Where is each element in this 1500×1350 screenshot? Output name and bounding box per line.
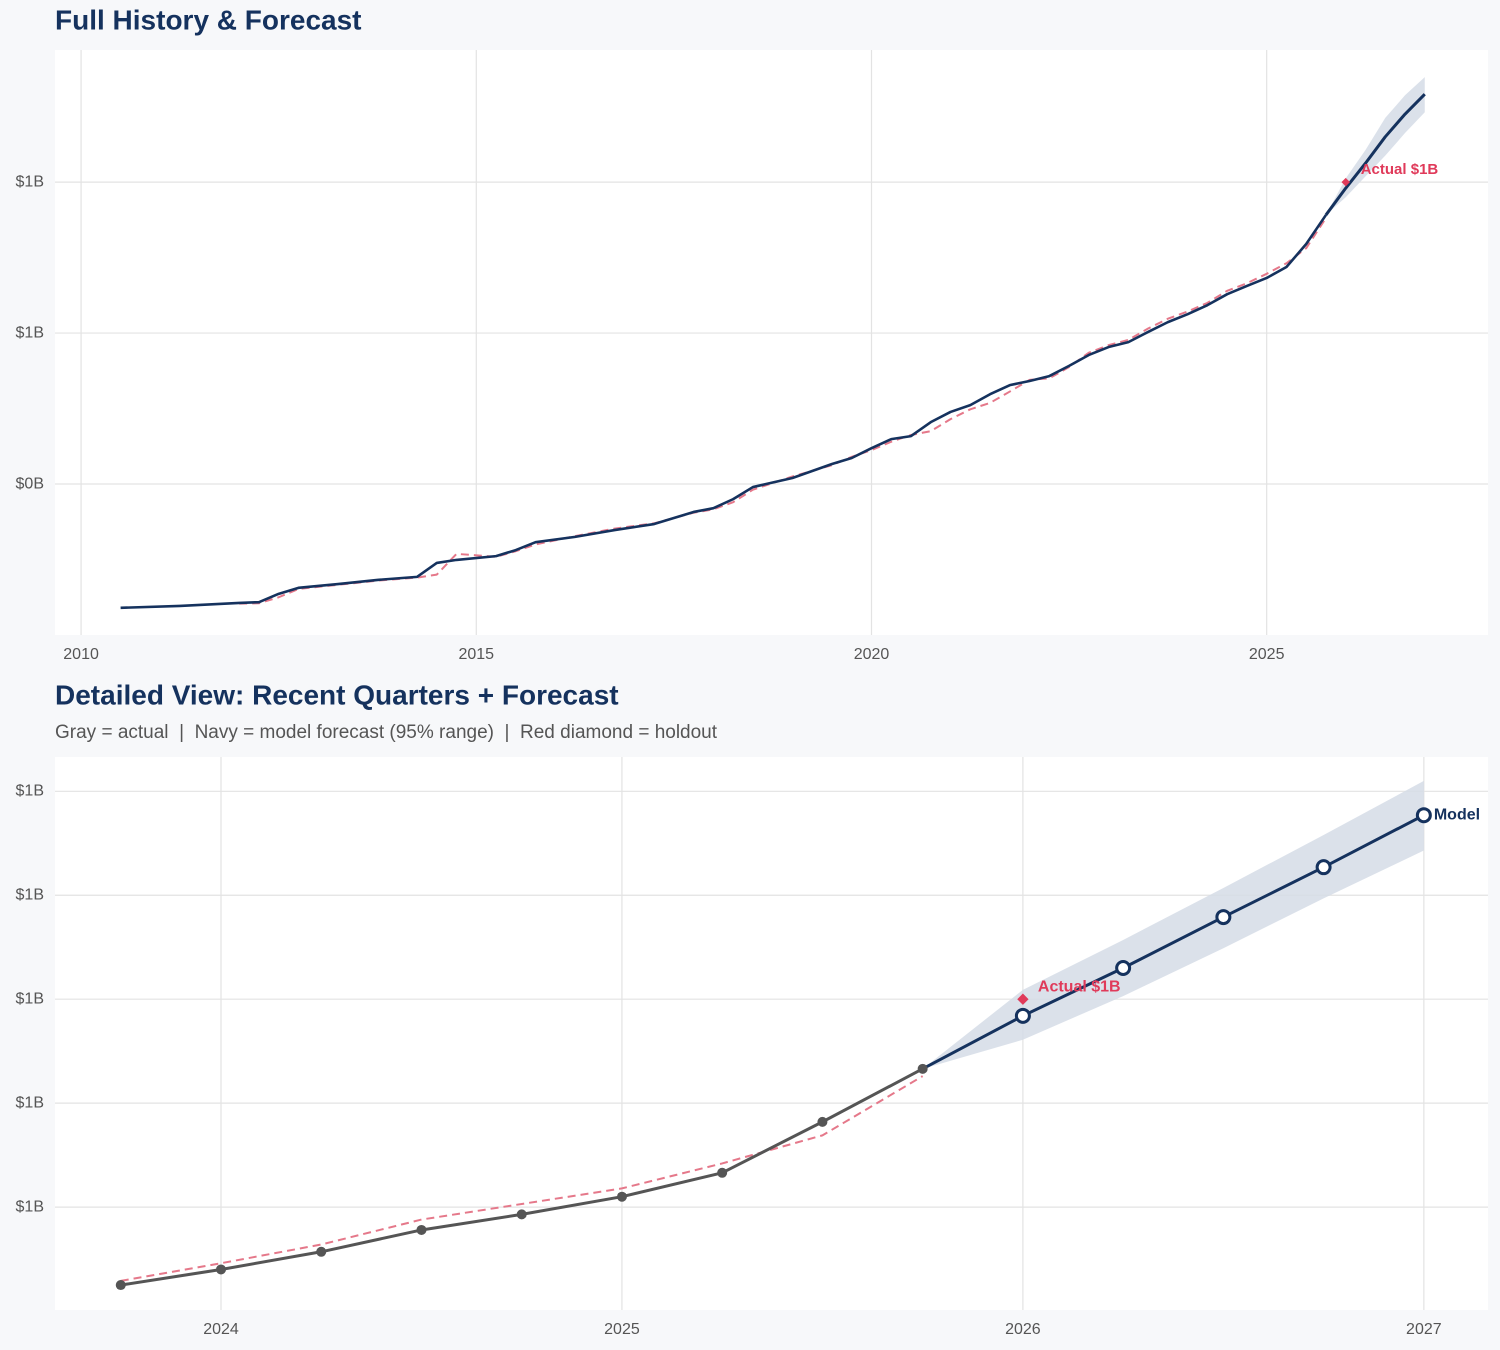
actual-point xyxy=(616,1191,627,1202)
forecast-point xyxy=(1315,859,1332,876)
y-tick-label: $1B xyxy=(16,886,44,903)
actual-point xyxy=(316,1246,327,1257)
forecast-point xyxy=(1415,807,1432,824)
x-tick-label: 2020 xyxy=(854,646,890,663)
x-tick-label: 2027 xyxy=(1406,1321,1442,1338)
x-tick-label: 2010 xyxy=(63,646,99,663)
x-tick-label: 2024 xyxy=(203,1321,239,1338)
actual-point xyxy=(416,1224,427,1235)
y-tick-label: $1B xyxy=(16,783,44,800)
holdout-label: Actual $1B xyxy=(1361,161,1439,178)
y-tick-label: $1B xyxy=(16,1198,44,1215)
x-tick-label: 2026 xyxy=(1005,1321,1041,1338)
holdout-marker xyxy=(1017,993,1029,1005)
plot-area xyxy=(55,50,1488,635)
x-tick-label: 2015 xyxy=(458,646,494,663)
y-tick-label: $1B xyxy=(16,173,44,190)
series-line xyxy=(921,813,1425,1071)
chart-subtitle: Gray = actual | Navy = model forecast (9… xyxy=(55,722,718,743)
y-tick-label: $1B xyxy=(16,324,44,341)
actual-point xyxy=(817,1116,828,1127)
x-tick-label: 2025 xyxy=(604,1321,640,1338)
y-tick-label: $1B xyxy=(16,1094,44,1111)
series-line xyxy=(239,217,1327,605)
forecast-point xyxy=(1215,909,1232,926)
holdout-label: Actual $1B xyxy=(1038,978,1121,995)
actual-point xyxy=(215,1264,226,1275)
forecast-point xyxy=(1115,960,1132,977)
plot-area xyxy=(55,757,1488,1310)
forecast-band xyxy=(922,780,1424,1069)
series-line xyxy=(1324,93,1426,216)
forecast-point xyxy=(1014,1007,1031,1024)
x-tick-label: 2025 xyxy=(1249,646,1285,663)
chart-title: Full History & Forecast xyxy=(55,4,362,35)
end-label: Model xyxy=(1434,806,1480,823)
series-line xyxy=(120,214,1328,610)
y-tick-label: $1B xyxy=(16,990,44,1007)
actual-point xyxy=(717,1167,728,1178)
actual-point xyxy=(115,1280,126,1291)
actual-point xyxy=(917,1063,928,1074)
y-tick-label: $0B xyxy=(16,475,44,492)
chart-title: Detailed View: Recent Quarters + Forecas… xyxy=(55,679,619,710)
series-line xyxy=(120,1075,924,1282)
actual-point xyxy=(516,1209,527,1220)
